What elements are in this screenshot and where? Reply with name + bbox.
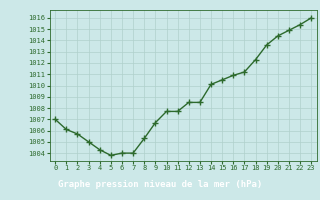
Text: Graphe pression niveau de la mer (hPa): Graphe pression niveau de la mer (hPa) [58,180,262,189]
